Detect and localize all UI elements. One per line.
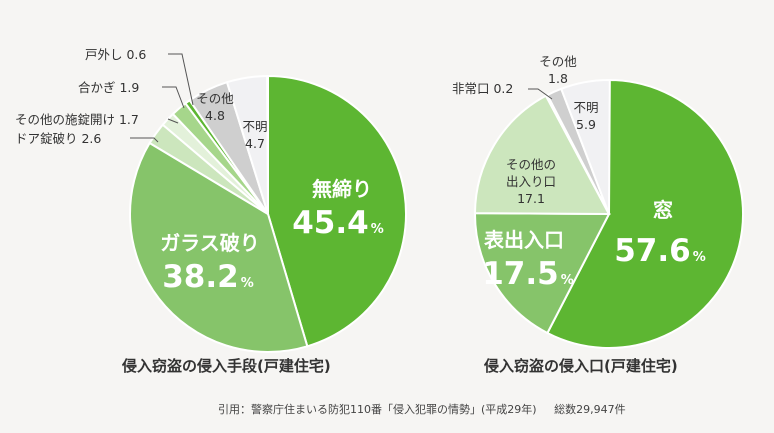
source-total: 総数29,947件 <box>554 403 626 416</box>
pie-1-slice-ガラス破り <box>129 141 309 354</box>
pie-1-label-不明-value: 4.7 <box>245 136 265 151</box>
pie-2-label-表出入口-name: 表出入口 <box>484 228 564 252</box>
pie-1-label-ガラス破り-value: 38.2% <box>162 259 254 295</box>
pie-2-label-その他の出入り口-value: 17.1 <box>517 191 545 206</box>
pie-1-label-ドア錠破り: ドア錠破り 2.6 <box>15 131 101 146</box>
pie-2-label-不明-name: 不明 <box>573 100 598 115</box>
pie-1-label-その他の施錠開け-leader <box>167 118 179 124</box>
pie-chart-1: 無締り 45.4 % ガラス破り 38.2 % ドア錠破り 2.6 その他の施錠開け 1.7 合… <box>15 47 407 354</box>
pie-1-label-その他の施錠開け: その他の施錠開け 1.7 <box>15 112 139 127</box>
pie-2-label-非常口-leader <box>528 88 553 100</box>
pie-2-label-非常口: 非常口 0.2 <box>452 81 513 96</box>
source-note: 引用：警察庁住まいる防犯110番「侵入犯罪の情勢」(平成29年) 総数29,94… <box>218 401 626 417</box>
pie-2-label-その他-value: 1.8 <box>548 71 568 86</box>
pie-2-slice-その他の出入り口 <box>473 94 611 216</box>
pie-2-slice-表出入口 <box>473 212 611 335</box>
pie-1-label-不明-name: 不明 <box>242 119 267 134</box>
pie-1-label-ドア錠破り-leader <box>130 137 159 143</box>
pie-1-label-その他-value: 4.8 <box>205 108 225 123</box>
pie-2-slice-窓 <box>546 78 744 349</box>
chart-2-title: 侵入窃盗の侵入口(戸建住宅) <box>484 357 678 375</box>
pie-1-label-無締り-value: 45.4% <box>292 205 384 241</box>
pie-1-slice-不明 <box>225 74 269 215</box>
pie-1-label-戸外し: 戸外し 0.6 <box>85 47 146 62</box>
pie-1-label-その他-name: その他 <box>196 91 234 106</box>
pie-2-label-窓-value: 57.6% <box>614 233 706 269</box>
pie-1-label-ガラス破り-name: ガラス破り <box>160 231 260 255</box>
pie-2-label-不明-value: 5.9 <box>576 117 596 132</box>
chart-1-title: 侵入窃盗の侵入手段(戸建住宅) <box>122 357 331 375</box>
pie-2-slice-不明 <box>559 78 611 215</box>
pie-1-label-無締り-name: 無締り <box>312 177 372 201</box>
pie-1-label-戸外し-leader <box>168 53 194 106</box>
pie-2-label-表出入口-value: 17.5% <box>482 256 574 292</box>
pie-1-label-合かぎ: 合かぎ 1.9 <box>78 80 139 95</box>
pie-2-label-その他の出入り口-name-line2: 出入り口 <box>506 174 556 189</box>
pie-1-slice-無締り <box>267 74 407 348</box>
pie-2-label-その他-name: その他 <box>539 54 577 69</box>
pie-2-label-窓-name: 窓 <box>653 198 673 222</box>
source-citation: 引用：警察庁住まいる防犯110番「侵入犯罪の情勢」(平成29年) <box>218 403 537 416</box>
pie-1-label-合かぎ-leader <box>162 86 185 109</box>
pie-2-label-その他の出入り口-name-line1: その他の <box>506 157 556 172</box>
